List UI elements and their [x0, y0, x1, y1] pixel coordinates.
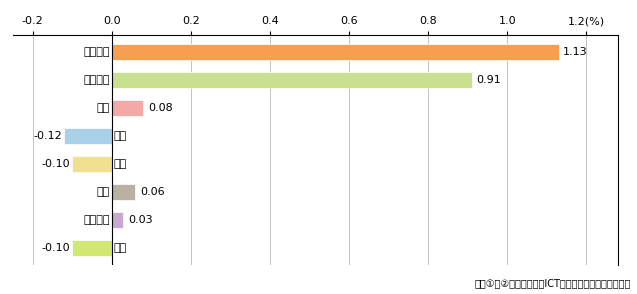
Text: -0.12: -0.12: [33, 131, 62, 141]
Text: 情報通信: 情報通信: [83, 47, 110, 57]
Text: 0.08: 0.08: [148, 103, 173, 113]
Bar: [111, 44, 559, 60]
Bar: [72, 156, 111, 172]
Text: 1.13: 1.13: [563, 47, 588, 57]
Text: 輸送機械: 輸送機械: [83, 215, 110, 225]
Bar: [111, 212, 124, 228]
Text: 小売: 小売: [113, 243, 127, 253]
Bar: [64, 128, 111, 144]
Text: 0.91: 0.91: [476, 75, 501, 85]
Text: 建設: 建設: [113, 131, 127, 141]
Text: -0.10: -0.10: [41, 243, 70, 253]
Text: 0.03: 0.03: [128, 215, 153, 225]
Text: 運輸: 運輸: [96, 187, 110, 197]
Bar: [72, 240, 111, 255]
Text: -0.10: -0.10: [41, 159, 70, 169]
Text: 鉄鋼: 鉄鋼: [96, 103, 110, 113]
Text: 卸売: 卸売: [113, 159, 127, 169]
Bar: [111, 184, 135, 200]
Text: 0.06: 0.06: [140, 187, 165, 197]
Bar: [111, 72, 471, 88]
Text: 電気機械: 電気機械: [83, 75, 110, 85]
Bar: [111, 100, 143, 116]
Text: 図表①、②　（出典）『ICTの経済分析に関する調査』: 図表①、② （出典）『ICTの経済分析に関する調査』: [475, 278, 631, 288]
